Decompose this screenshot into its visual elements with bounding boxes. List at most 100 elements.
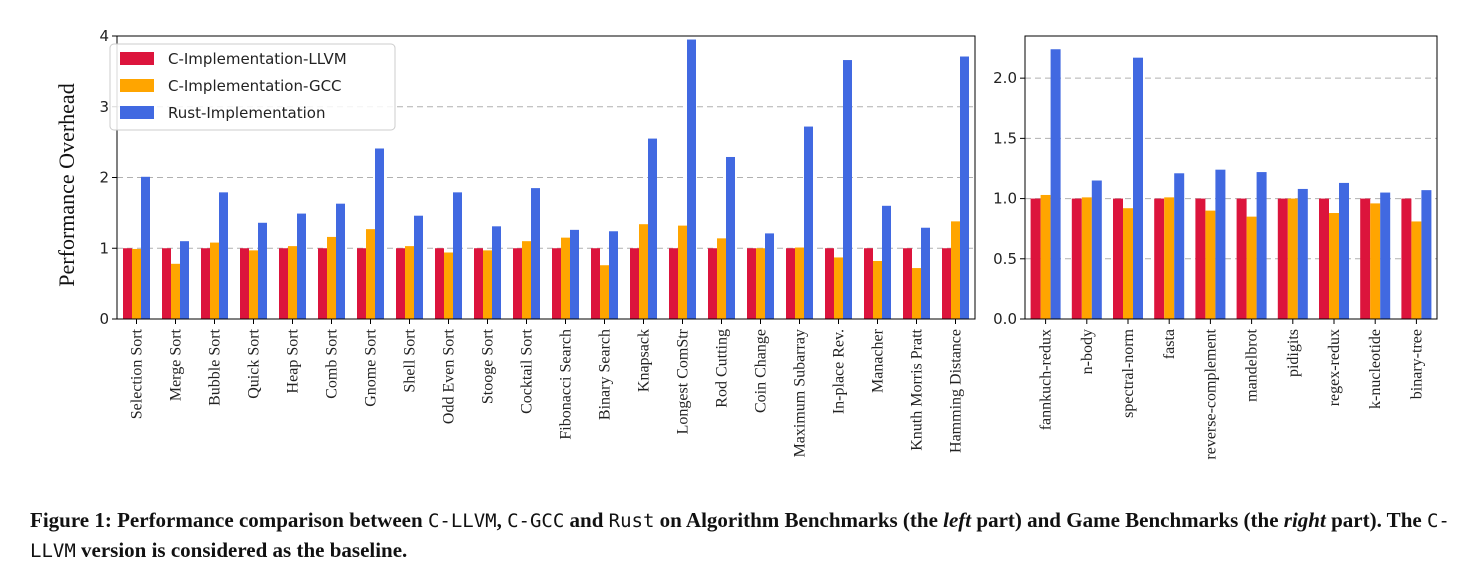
bar [1215, 169, 1226, 319]
y-tick-label: 0 [99, 310, 109, 328]
caption-text: part). The [1325, 508, 1427, 532]
x-tick-label: Selection Sort [129, 328, 146, 419]
bar [171, 263, 180, 319]
bar [795, 247, 804, 319]
x-tick-label: Comb Sort [324, 328, 341, 398]
x-tick-label: pidigits [1285, 329, 1302, 377]
bar [1174, 173, 1185, 319]
bar [1091, 180, 1102, 319]
x-tick-label: Stooge Sort [480, 328, 497, 404]
x-tick-label: Merge Sort [168, 328, 185, 401]
x-tick-label: fasta [1161, 329, 1178, 359]
bar [570, 229, 579, 319]
bar [444, 252, 453, 319]
x-tick-label: Maximum Subarray [792, 329, 809, 457]
x-tick-label: fannkuch-redux [1038, 329, 1055, 430]
bar [825, 248, 834, 319]
legend-box [109, 43, 396, 131]
bar [414, 215, 423, 319]
x-tick-label: Coin Change [753, 329, 770, 413]
plot-frame [116, 35, 976, 320]
y-axis-label: Performance Overhead [54, 83, 79, 286]
bar [552, 248, 561, 319]
bar [960, 56, 969, 320]
bar [396, 248, 405, 319]
bar [1030, 198, 1041, 319]
x-tick-label: Bubble Sort [207, 328, 224, 405]
x-tick-label: mandelbrot [1244, 328, 1261, 401]
x-tick-label: Cocktail Sort [519, 328, 536, 413]
bar [1195, 198, 1206, 319]
caption-code: C-LLVM [427, 510, 497, 532]
bar [1050, 49, 1061, 320]
bar [1277, 198, 1288, 319]
bar [1297, 188, 1308, 319]
bar [132, 248, 141, 319]
bar [492, 226, 501, 319]
bar [951, 221, 960, 319]
bar [717, 238, 726, 319]
caption-text: and [564, 508, 609, 532]
bar [1401, 198, 1412, 319]
x-tick-label: k-nucleotide [1367, 329, 1384, 409]
caption-emphasis: right [1283, 508, 1326, 532]
x-tick-label: Quick Sort [246, 328, 263, 398]
x-tick-label: Hamming Distance [948, 329, 965, 453]
legend-label: C-Implementation-GCC [168, 77, 342, 95]
bar [765, 233, 774, 319]
bar [405, 246, 414, 319]
x-tick-label: Shell Sort [402, 328, 419, 392]
x-tick-label: binary-tree [1408, 329, 1425, 399]
bar [1370, 203, 1381, 319]
bar [513, 248, 522, 319]
bar [864, 248, 873, 319]
caption-text: , [496, 508, 508, 532]
bar [453, 192, 462, 319]
legend-swatch [120, 106, 154, 119]
figure-caption: Figure 1: Performance comparison between… [30, 506, 1450, 566]
y-tick-label: 1.0 [993, 190, 1017, 208]
bar [834, 257, 843, 319]
x-tick-label: Knuth Morris Pratt [909, 328, 926, 450]
bar [1236, 198, 1247, 319]
game-benchmarks-chart: 0.0 0.5 1.0 1.5 2.0 fannkuch-redux n-body spect… [993, 35, 1438, 460]
bar [474, 248, 483, 319]
bar [747, 248, 756, 319]
bar [318, 248, 327, 319]
bar [1123, 208, 1133, 319]
bar [1256, 172, 1267, 319]
bar [522, 241, 531, 319]
bar [708, 248, 717, 319]
bar [336, 203, 345, 319]
bar [366, 229, 375, 319]
x-tick-label: n-body [1079, 329, 1096, 374]
bar [357, 248, 366, 319]
bar [297, 213, 306, 319]
x-tick-label: Manacher [870, 328, 887, 393]
bar [903, 248, 912, 319]
bar [1319, 198, 1329, 319]
bar [123, 248, 132, 319]
bar [912, 268, 921, 319]
bar [600, 265, 609, 319]
caption-text: on Algorithm Benchmarks (the [654, 508, 944, 532]
bar [1360, 198, 1371, 319]
bar [756, 248, 765, 319]
legend-label: C-Implementation-LLVM [168, 50, 347, 68]
y-tick-label: 4 [99, 27, 109, 45]
bar [435, 248, 444, 319]
y-tick-label: 1 [99, 239, 109, 257]
bar [1421, 190, 1432, 319]
x-tick-label: reverse-complement [1202, 328, 1219, 459]
x-tick-label: Odd Even Sort [441, 328, 458, 424]
caption-text: version is considered as the baseline. [75, 538, 408, 562]
x-tick-label: Heap Sort [285, 328, 302, 393]
bar [1113, 198, 1123, 319]
legend: C-Implementation-LLVM C-Implementation-GC… [109, 43, 396, 131]
bar [162, 248, 171, 319]
bar [1071, 198, 1082, 319]
bar [561, 237, 570, 319]
bar [726, 156, 735, 319]
bar [1380, 192, 1391, 319]
plot-frame [1024, 35, 1438, 320]
